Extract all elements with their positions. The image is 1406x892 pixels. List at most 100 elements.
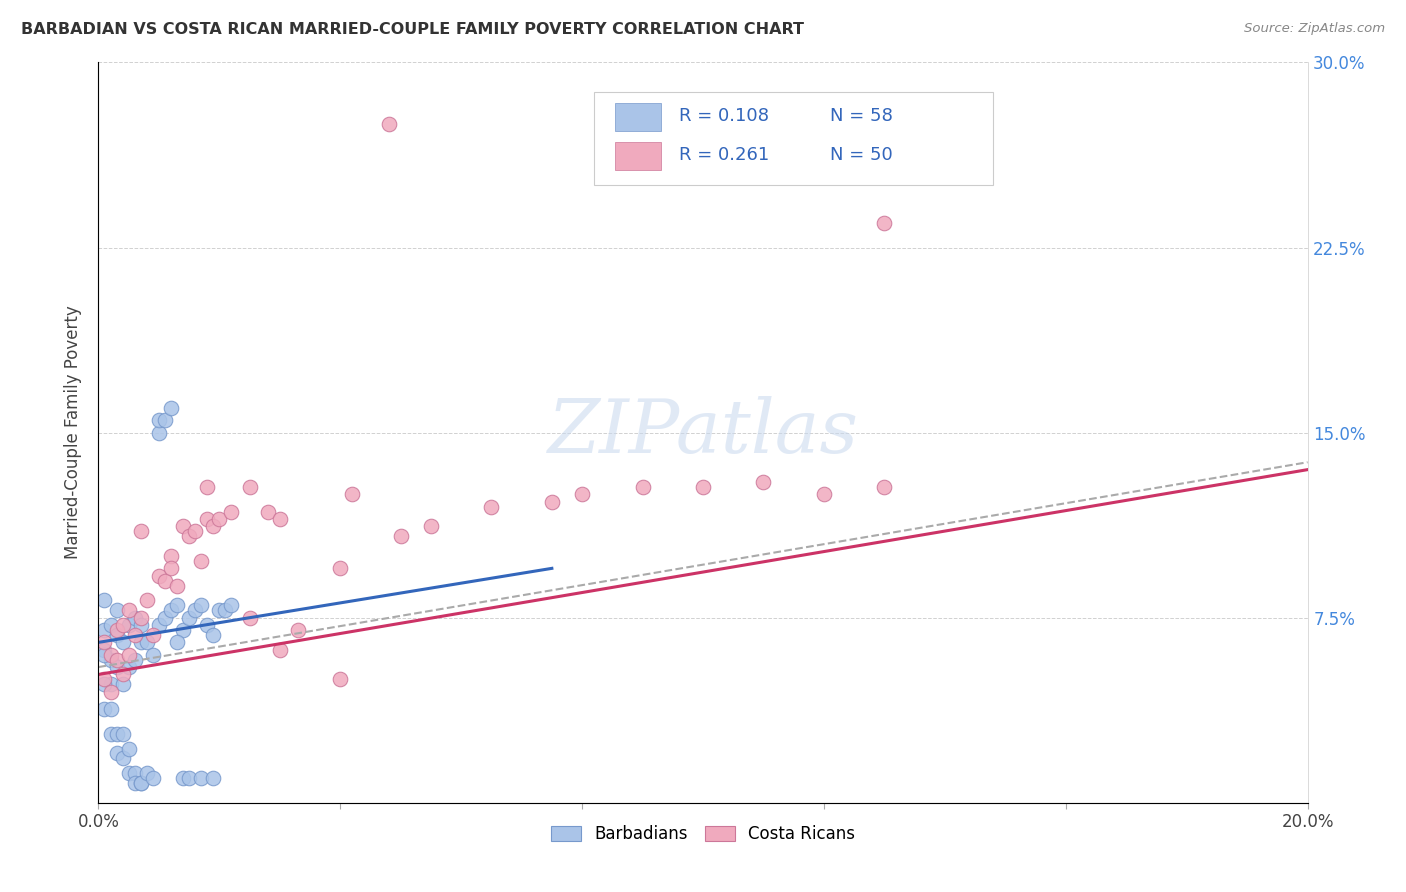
Point [166,635,188,649]
Point [160,561,183,575]
Point [105,623,128,637]
Point [160,603,183,617]
Text: ZIPatlas: ZIPatlas [547,396,859,469]
Point [124,766,146,780]
Point [148,618,170,632]
Point [111,751,134,765]
Legend: Barbadians, Costa Ricans: Barbadians, Costa Ricans [544,819,862,850]
Point [172,519,194,533]
Point [105,747,128,761]
Text: Source: ZipAtlas.com: Source: ZipAtlas.com [1244,22,1385,36]
Point [93,642,115,657]
Point [813,487,835,501]
Point [124,653,146,667]
Point [124,776,146,790]
Point [142,628,165,642]
Point [129,610,152,624]
Point [142,648,165,662]
Point [179,771,201,785]
Y-axis label: Married-Couple Family Poverty: Married-Couple Family Poverty [65,306,83,559]
Point [118,648,141,662]
Point [329,561,352,575]
Point [214,603,236,617]
Point [190,771,212,785]
Point [631,480,654,494]
Point [129,618,152,632]
Point [389,529,412,543]
Point [100,648,122,662]
Point [221,599,243,613]
Point [190,599,212,613]
Point [93,702,115,716]
Point [752,475,775,489]
Point [93,593,115,607]
Point [111,677,134,691]
Point [111,635,134,649]
Point [129,635,152,649]
Point [100,677,122,691]
Point [100,702,122,716]
Point [111,727,134,741]
Point [166,599,188,613]
Point [105,628,128,642]
Point [269,512,291,526]
Text: R = 0.108: R = 0.108 [679,108,769,126]
Point [287,623,309,637]
FancyBboxPatch shape [614,142,661,169]
Point [269,642,291,657]
Point [153,574,176,588]
Point [105,660,128,674]
Point [195,618,218,632]
Point [100,685,122,699]
Point [111,667,134,681]
Point [142,771,165,785]
Point [481,500,503,514]
Text: N = 58: N = 58 [830,108,893,126]
Text: BARBADIAN VS COSTA RICAN MARRIED-COUPLE FAMILY POVERTY CORRELATION CHART: BARBADIAN VS COSTA RICAN MARRIED-COUPLE … [21,22,804,37]
Point [873,216,896,230]
FancyBboxPatch shape [614,103,661,131]
Point [540,494,562,508]
Point [239,480,262,494]
Point [100,727,122,741]
FancyBboxPatch shape [595,92,993,185]
Point [208,512,231,526]
Point [202,519,225,533]
Point [129,776,152,790]
Point [377,117,399,131]
Point [105,653,128,667]
Point [111,618,134,632]
Point [692,480,714,494]
Point [124,628,146,642]
Point [208,603,231,617]
Point [100,653,122,667]
Point [172,771,194,785]
Point [184,603,207,617]
Point [100,618,122,632]
Point [118,660,141,674]
Point [179,610,201,624]
Point [93,623,115,637]
Point [184,524,207,539]
Point [153,413,176,427]
Point [93,673,115,687]
Point [118,741,141,756]
Point [129,524,152,539]
Point [135,593,157,607]
Point [202,771,225,785]
Text: R = 0.261: R = 0.261 [679,146,769,164]
Point [172,623,194,637]
Point [118,603,141,617]
Point [135,766,157,780]
Point [148,425,170,440]
Point [195,512,218,526]
Point [571,487,593,501]
Point [202,628,225,642]
Point [160,401,183,415]
Point [195,480,218,494]
Point [118,766,141,780]
Point [135,635,157,649]
Point [873,480,896,494]
Point [105,727,128,741]
Point [93,677,115,691]
